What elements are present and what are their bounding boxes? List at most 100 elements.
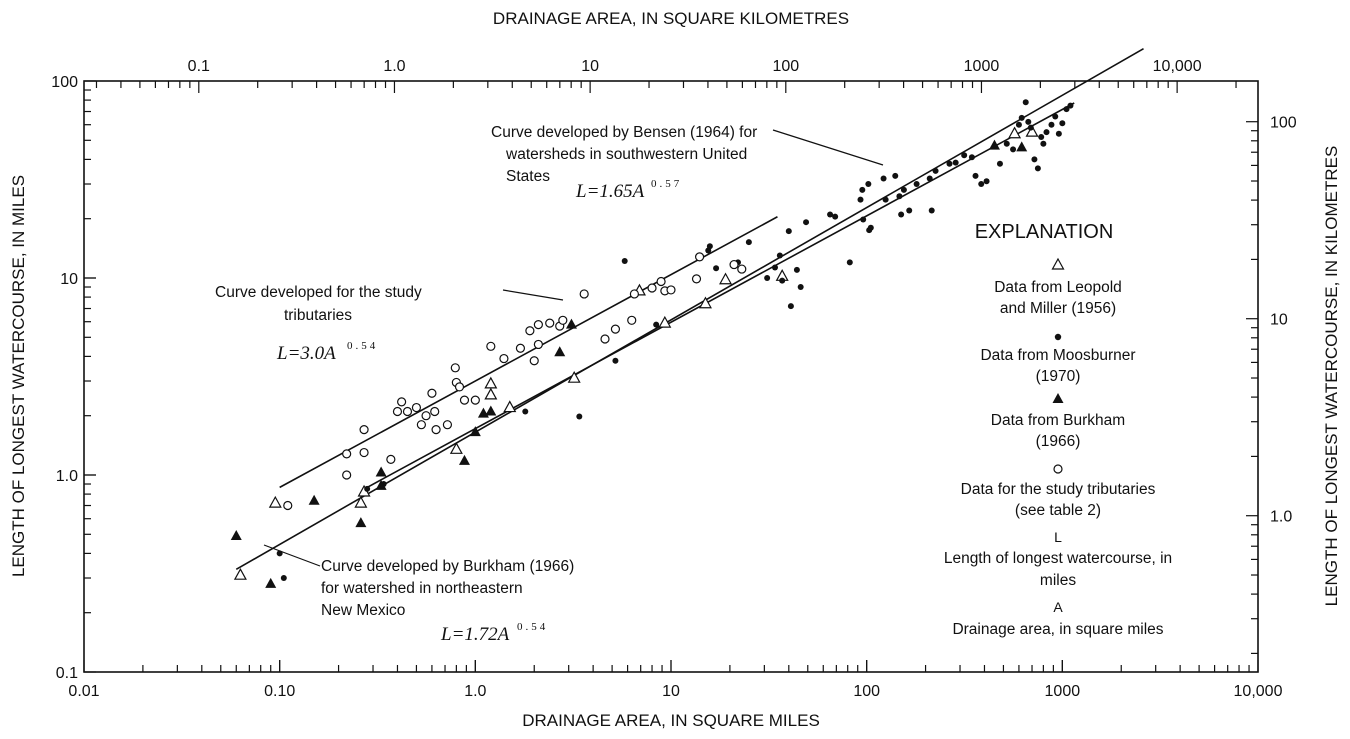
legend-study-line2: (see table 2)	[1015, 502, 1101, 519]
data-point-filled-triangle	[355, 517, 367, 528]
left-tick-label: 10	[60, 271, 78, 288]
data-point-filled-circle	[952, 159, 959, 166]
data-point-open-circle	[392, 406, 403, 417]
data-point-filled-circle	[776, 252, 783, 259]
legend-filled-triangle-icon	[1052, 393, 1064, 403]
data-point-filled-circle	[1022, 99, 1029, 106]
data-point-filled-circle	[1025, 118, 1032, 125]
data-point-open-circle	[529, 356, 539, 366]
data-point-filled-circle	[1043, 129, 1050, 136]
data-point-filled-circle	[1031, 156, 1038, 163]
bottom-tick-label: 10	[662, 683, 680, 700]
data-point-filled-circle	[857, 196, 864, 203]
data-point-filled-circle	[280, 575, 287, 582]
data-point-filled-circle	[896, 193, 903, 200]
data-point-filled-circle	[867, 224, 874, 231]
data-point-open-triangle	[503, 400, 517, 413]
burkham-curve-leader	[263, 544, 321, 567]
data-point-filled-circle	[996, 160, 1003, 167]
data-point-open-circle	[342, 449, 352, 459]
data-point-open-triangle	[233, 567, 247, 580]
study-curve-equation: L=3.0A	[276, 343, 336, 364]
data-point-filled-circle	[1052, 113, 1059, 120]
burkham-curve-exponent: 0.54	[517, 621, 548, 633]
data-point-filled-triangle	[308, 494, 320, 505]
bensen-curve-equation: L=1.65A	[575, 181, 645, 202]
legend-L-symbol: L	[1054, 529, 1062, 545]
data-point-filled-circle	[1063, 106, 1070, 113]
bottom-tick-label: 0.10	[264, 683, 295, 700]
right-tick-label: 100	[1270, 115, 1297, 132]
regression-curves	[235, 47, 1144, 571]
data-point-filled-circle	[865, 181, 872, 188]
data-point-filled-circle	[1015, 121, 1022, 128]
data-point-open-circle	[459, 395, 470, 405]
data-point-open-circle	[402, 406, 413, 417]
data-point-filled-circle	[961, 152, 968, 159]
bottom-tick-label: 10,000	[1234, 683, 1283, 700]
data-point-open-circle	[450, 363, 460, 373]
data-point-filled-triangle	[469, 426, 481, 437]
data-point-filled-circle	[576, 413, 583, 420]
data-point-open-circle	[359, 447, 369, 458]
data-point-filled-circle	[793, 266, 800, 273]
data-point-filled-circle	[978, 181, 985, 188]
data-point-open-circle	[647, 283, 657, 293]
data-point-filled-triangle	[265, 577, 277, 588]
data-point-open-triangle	[719, 272, 733, 285]
data-point-filled-triangle	[565, 318, 577, 329]
right-y-axis-title: LENGTH OF LONGEST WATERCOURSE, IN KILOME…	[1322, 146, 1341, 607]
data-point-open-circle	[283, 500, 293, 511]
data-point-filled-circle	[612, 357, 619, 364]
study-curve-leader	[502, 289, 564, 301]
data-point-filled-circle	[706, 243, 713, 250]
data-point-filled-circle	[946, 160, 953, 167]
data-point-filled-circle	[983, 178, 990, 185]
bottom-tick-label: 0.01	[68, 683, 99, 700]
data-point-open-circle	[470, 395, 480, 405]
data-point-open-triangle	[698, 296, 712, 309]
burkham-curve-label-line2: for watershed in northeastern	[321, 580, 523, 597]
data-point-filled-circle	[1010, 146, 1017, 153]
explanation-title: EXPLANATION	[975, 221, 1114, 243]
study-curve-exponent: 0.54	[347, 340, 378, 352]
top-x-axis-title: DRAINAGE AREA, IN SQUARE KILOMETRES	[493, 9, 849, 28]
bensen-curve-label-line2: watersheds in southwestern United	[505, 146, 747, 163]
data-point-open-circle	[386, 454, 396, 465]
data-point-filled-circle	[892, 172, 899, 179]
data-point-filled-circle	[1055, 130, 1062, 137]
legend-open-triangle-icon	[1051, 257, 1065, 270]
legend-L-line2: miles	[1040, 572, 1076, 589]
data-point-open-circle	[627, 315, 637, 325]
data-point-filled-triangle	[230, 530, 242, 541]
data-point-filled-circle	[926, 175, 933, 182]
data-point-filled-circle	[882, 196, 889, 203]
top-tick-label: 1.0	[383, 58, 405, 75]
data-point-open-circle	[359, 425, 369, 435]
left-tick-label: 100	[51, 74, 78, 91]
data-point-filled-circle	[880, 175, 887, 182]
data-point-open-circle	[629, 289, 639, 299]
top-tick-label: 100	[772, 58, 799, 75]
data-point-open-circle	[427, 388, 437, 398]
legend-study-line1: Data for the study tributaries	[961, 481, 1156, 498]
data-point-filled-circle	[1040, 140, 1047, 147]
data-point-open-circle	[694, 252, 705, 262]
data-point-open-circle	[533, 339, 543, 350]
data-point-filled-circle	[713, 265, 720, 272]
data-point-filled-circle	[859, 186, 866, 193]
data-point-filled-circle	[932, 167, 939, 174]
data-point-open-triangle	[1008, 126, 1022, 139]
data-point-open-circle	[416, 420, 426, 430]
data-point-open-circle	[691, 274, 702, 284]
legend-A-symbol: A	[1053, 599, 1063, 615]
data-point-open-circle	[729, 259, 739, 270]
legend-open-circle-icon	[1053, 464, 1063, 474]
data-point-filled-circle	[846, 259, 853, 266]
data-point-filled-circle	[364, 485, 371, 492]
data-point-open-circle	[486, 341, 496, 351]
data-point-open-circle	[533, 320, 543, 330]
data-point-filled-circle	[621, 257, 628, 264]
data-point-open-circle	[666, 285, 676, 295]
bottom-tick-label: 100	[853, 683, 880, 700]
